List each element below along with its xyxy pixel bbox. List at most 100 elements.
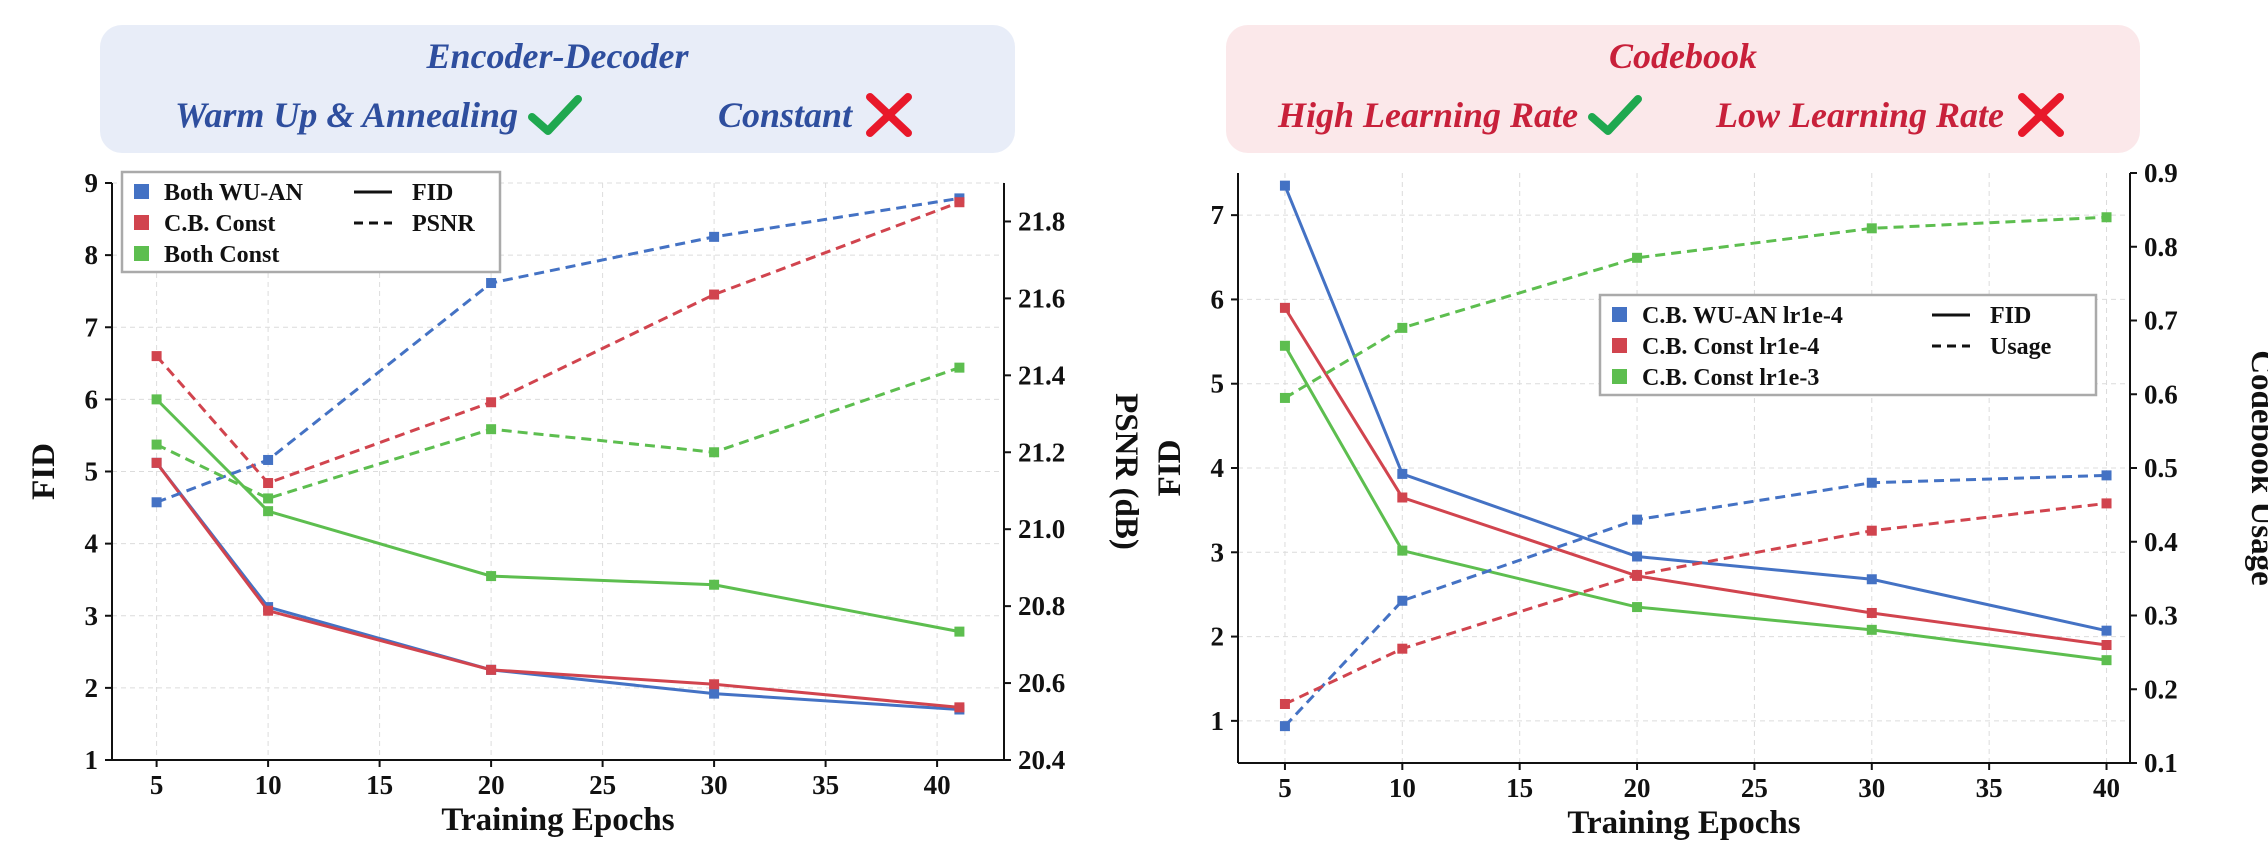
legend-label: C.B. Const lr1e-4 <box>1642 334 1819 360</box>
y2-tick-label: 21.0 <box>1018 514 1065 544</box>
legend-style-label: FID <box>1990 303 2031 329</box>
data-point-marker <box>1397 492 1408 503</box>
data-point-marker <box>263 506 274 517</box>
y-axis-label: FID <box>1152 440 1188 497</box>
y-tick-label: 1 <box>1211 706 1225 736</box>
x-tick-label: 40 <box>924 770 951 800</box>
legend-style-label: FID <box>412 180 453 206</box>
banner-good-label: Warm Up & Annealing <box>175 95 519 135</box>
data-point-marker <box>1866 223 1877 234</box>
data-point-marker <box>151 351 162 362</box>
x-tick-label: 5 <box>1278 773 1292 803</box>
legend-label: C.B. Const lr1e-3 <box>1642 365 1819 391</box>
data-point-marker <box>954 197 965 208</box>
encoder-decoder-banner: Encoder-Decoder Warm Up & Annealing Cons… <box>100 25 1015 153</box>
legend-box <box>120 170 502 274</box>
y-tick-label: 8 <box>85 240 99 270</box>
data-point-marker <box>1632 551 1643 562</box>
y-tick-label: 7 <box>85 312 99 342</box>
x-tick-label: 15 <box>1506 773 1533 803</box>
y2-tick-label: 0.9 <box>2144 158 2178 188</box>
codebook-banner: Codebook High Learning Rate Low Learning… <box>1226 25 2140 153</box>
x-tick-label: 35 <box>1976 773 2003 803</box>
x-tick-label: 10 <box>255 770 282 800</box>
data-point-marker <box>151 497 162 508</box>
data-point-marker <box>263 493 274 504</box>
data-point-marker <box>1397 468 1408 479</box>
banner-bad-label: Constant <box>718 95 853 135</box>
banner-good-option: Warm Up & Annealing <box>175 93 583 137</box>
encoder-decoder-chart: 5 10 15 20 25 30 35 40 1 2 3 4 5 6 7 8 9 20.4 20.6 20.8 21.0… <box>26 168 1144 838</box>
legend-style-label: PSNR <box>412 211 475 237</box>
y-tick-label: 3 <box>85 601 99 631</box>
x-tick-label: 40 <box>2093 773 2120 803</box>
data-point-marker <box>1279 340 1290 351</box>
data-point-marker <box>486 278 497 289</box>
data-point-marker <box>1632 569 1643 580</box>
legend-swatch <box>1612 369 1627 384</box>
legend-label: C.B. WU-AN lr1e-4 <box>1642 303 1843 329</box>
y-tick-label: 2 <box>1211 622 1225 652</box>
legend-swatch <box>134 215 149 230</box>
y-tick-label: 4 <box>1211 453 1225 483</box>
x-tick-label: 30 <box>701 770 728 800</box>
y-tick-label: 4 <box>85 529 99 559</box>
data-point-marker <box>954 626 965 637</box>
codebook-panel: Codebook High Learning Rate Low Learning… <box>1134 0 2268 851</box>
y-axis-label: FID <box>26 443 62 500</box>
data-point-marker <box>709 679 720 690</box>
y2-tick-label: 0.2 <box>2144 674 2178 704</box>
y2-tick-label: 0.8 <box>2144 232 2178 262</box>
banner-bad-option: Constant <box>718 93 916 137</box>
codebook-chart: 5 10 15 20 25 30 35 40 1 2 3 4 5 6 7 0.1 0.2 0.3 0.4 0.5 0.6… <box>1152 158 2268 841</box>
y2-tick-label: 21.8 <box>1018 206 1065 236</box>
check-icon <box>528 95 583 135</box>
data-point-marker <box>1866 574 1877 585</box>
y-tick-label: 1 <box>85 745 99 775</box>
x-tick-label: 25 <box>589 770 616 800</box>
legend-swatch <box>134 184 149 199</box>
y2-tick-label: 20.4 <box>1018 745 1065 775</box>
y2-tick-label: 0.5 <box>2144 453 2178 483</box>
banner-bad-label: Low Learning Rate <box>1716 95 2005 135</box>
data-point-marker <box>1866 624 1877 635</box>
legend-swatch <box>1612 338 1627 353</box>
x-tick-label: 5 <box>150 770 164 800</box>
y2-tick-label: 0.7 <box>2144 306 2178 336</box>
y2-axis-label: PSNR (dB) <box>1108 393 1144 550</box>
x-tick-label: 20 <box>478 770 505 800</box>
data-point-marker <box>1397 595 1408 606</box>
banner-bad-option: Low Learning Rate <box>1716 93 2068 137</box>
y-tick-label: 7 <box>1211 200 1225 230</box>
y2-tick-label: 20.8 <box>1018 591 1065 621</box>
data-point-marker <box>151 394 162 405</box>
series-line-usage <box>1283 473 2107 728</box>
data-point-marker <box>1397 322 1408 333</box>
x-tick-label: 30 <box>1858 773 1885 803</box>
x-tick-label: 20 <box>1624 773 1651 803</box>
legend-style-label: Usage <box>1990 334 2052 360</box>
data-point-marker <box>486 664 497 675</box>
data-point-marker <box>1279 699 1290 709</box>
data-point-marker <box>2101 655 2112 666</box>
data-point-marker <box>709 231 720 242</box>
x-tick-label: 10 <box>1389 773 1416 803</box>
y-tick-label: 5 <box>1211 369 1225 399</box>
data-point-marker <box>2101 625 2112 636</box>
data-point-marker <box>1279 302 1290 313</box>
legend-swatch <box>1612 307 1627 322</box>
data-point-marker <box>1632 252 1643 263</box>
check-icon <box>1588 95 1643 135</box>
data-point-marker <box>1866 607 1877 618</box>
banner-good-option: High Learning Rate <box>1278 93 1643 137</box>
data-point-marker <box>2101 640 2112 650</box>
x-tick-label: 15 <box>366 770 393 800</box>
legend-label: Both Const <box>164 242 279 268</box>
banner-title: Encoder-Decoder <box>426 36 689 76</box>
x-axis-label: Training Epochs <box>1567 805 1800 841</box>
data-point-marker <box>263 454 274 465</box>
data-point-marker <box>1279 180 1290 191</box>
data-point-marker <box>486 424 497 435</box>
y-tick-label: 2 <box>85 673 99 703</box>
y-tick-label: 5 <box>85 457 99 487</box>
